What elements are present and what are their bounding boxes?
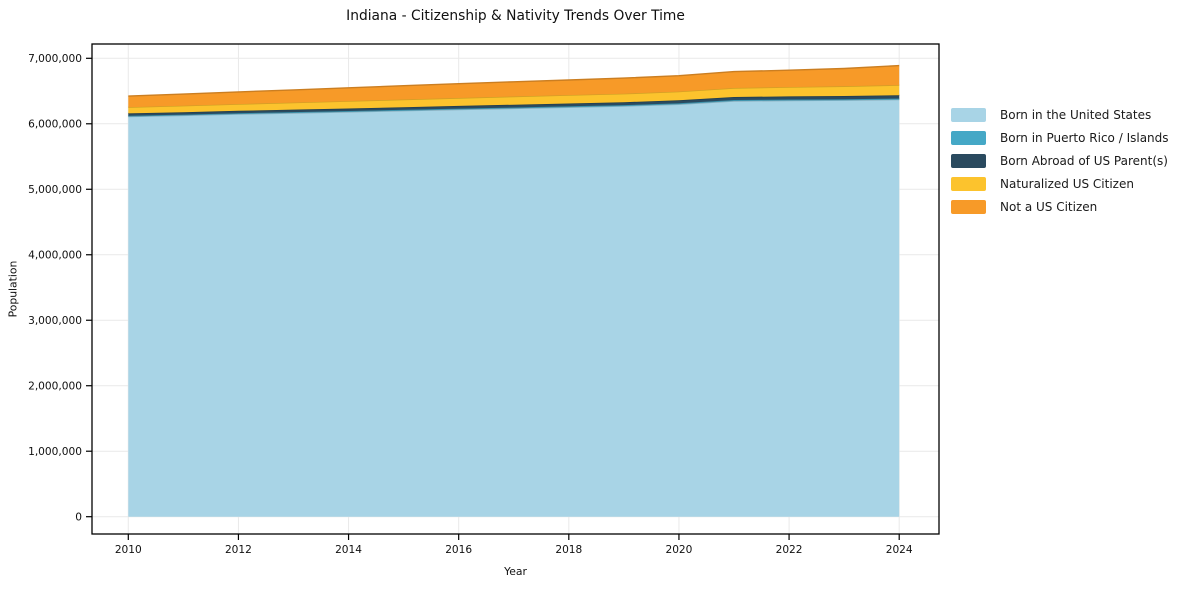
legend-label: Born in Puerto Rico / Islands xyxy=(1000,130,1169,145)
legend-swatch-icon xyxy=(951,177,986,192)
area-series-4-edge xyxy=(128,64,900,97)
y-tick-label: 0 xyxy=(75,511,82,523)
legend: Born in the United States Born in Puerto … xyxy=(951,103,1169,219)
area-series-3 xyxy=(128,85,900,114)
legend-swatch-icon xyxy=(951,107,986,122)
legend-item-1: Born in Puerto Rico / Islands xyxy=(951,126,1169,149)
plot-border xyxy=(91,43,940,535)
area-series-2 xyxy=(128,95,900,116)
x-tick-label: 2016 xyxy=(445,544,472,556)
legend-item-4: Not a US Citizen xyxy=(951,196,1169,219)
x-tick-label: 2022 xyxy=(776,544,803,556)
area-series-0 xyxy=(128,99,900,517)
y-tick-label: 2,000,000 xyxy=(28,380,82,392)
legend-item-2: Born Abroad of US Parent(s) xyxy=(951,149,1169,172)
area-series-4 xyxy=(128,65,900,108)
x-tick-label: 2024 xyxy=(886,544,913,556)
y-axis-title: Population xyxy=(6,260,20,318)
x-axis-title: Year xyxy=(504,565,527,578)
legend-item-3: Naturalized US Citizen xyxy=(951,173,1169,196)
y-tick-label: 5,000,000 xyxy=(28,184,82,196)
y-tick-label: 1,000,000 xyxy=(28,446,82,458)
x-tick-label: 2020 xyxy=(665,544,692,556)
y-tick-label: 7,000,000 xyxy=(28,53,82,65)
x-tick-label: 2014 xyxy=(335,544,362,556)
legend-swatch-icon xyxy=(951,130,986,145)
x-tick-label: 2018 xyxy=(555,544,582,556)
chart-title: Indiana - Citizenship & Nativity Trends … xyxy=(346,8,685,24)
legend-label: Born in the United States xyxy=(1000,107,1152,122)
legend-swatch-icon xyxy=(951,200,986,215)
x-tick-label: 2010 xyxy=(115,544,142,556)
x-tick-label: 2012 xyxy=(225,544,252,556)
y-tick-label: 3,000,000 xyxy=(28,315,82,327)
legend-label: Not a US Citizen xyxy=(1000,200,1098,215)
legend-label: Naturalized US Citizen xyxy=(1000,177,1134,192)
legend-item-0: Born in the United States xyxy=(951,103,1169,126)
y-tick-label: 4,000,000 xyxy=(28,249,82,261)
legend-label: Born Abroad of US Parent(s) xyxy=(1000,153,1168,168)
y-tick-label: 6,000,000 xyxy=(28,118,82,130)
legend-swatch-icon xyxy=(951,153,986,168)
